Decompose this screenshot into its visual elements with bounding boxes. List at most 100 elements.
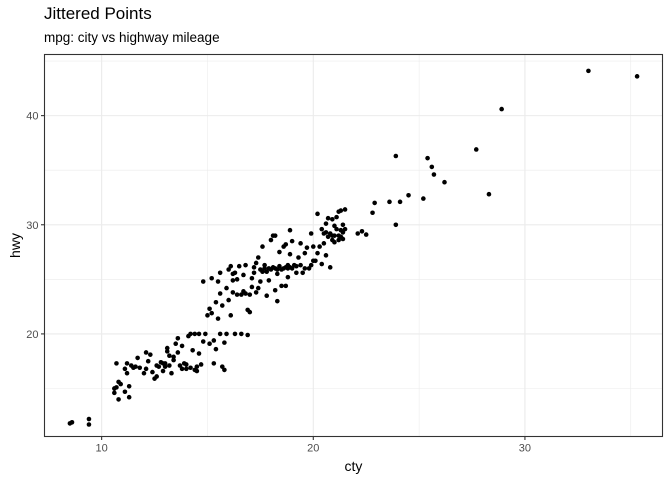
data-point (200, 279, 206, 284)
data-point (279, 283, 284, 289)
data-point (306, 266, 312, 271)
data-point (241, 272, 246, 278)
data-point (260, 269, 265, 274)
data-point (421, 196, 426, 201)
data-point (255, 285, 261, 291)
y-axis-title: hwy (7, 233, 23, 258)
data-point (145, 358, 151, 364)
data-point (141, 370, 147, 376)
data-point (249, 284, 255, 290)
x-tick-label: 30 (519, 443, 531, 455)
data-point (160, 368, 166, 374)
data-point (213, 346, 219, 352)
data-point (247, 309, 253, 315)
data-point (245, 332, 250, 338)
data-point (393, 222, 399, 228)
data-point (315, 250, 320, 256)
data-point (228, 313, 234, 318)
data-point (232, 331, 238, 337)
data-point (205, 313, 210, 318)
data-point (194, 368, 200, 374)
data-point (285, 262, 291, 268)
data-point (277, 263, 282, 269)
data-point (215, 279, 221, 284)
data-point (243, 262, 248, 268)
data-point (194, 364, 200, 369)
data-point (164, 345, 170, 351)
data-point (184, 366, 189, 372)
data-point (188, 365, 193, 371)
data-point (249, 275, 255, 281)
x-tick-label: 10 (96, 443, 108, 455)
data-point (137, 365, 143, 371)
data-point (336, 237, 341, 243)
data-point (215, 316, 221, 321)
data-point (154, 374, 159, 379)
data-point (122, 366, 128, 372)
data-point (315, 211, 320, 217)
data-point (258, 279, 263, 284)
data-point (272, 233, 278, 238)
data-point (135, 355, 140, 361)
data-point (283, 242, 289, 247)
data-points (67, 68, 640, 427)
data-point (118, 381, 123, 387)
data-point (198, 362, 204, 367)
data-point (325, 215, 331, 221)
data-point (277, 249, 282, 255)
x-tick-label: 20 (307, 443, 319, 455)
data-point (236, 263, 242, 269)
data-point (429, 164, 435, 170)
data-point (340, 222, 346, 228)
data-point (239, 292, 244, 297)
data-point (264, 269, 270, 274)
data-point (167, 363, 172, 368)
data-point (251, 270, 257, 276)
data-point (340, 236, 346, 242)
data-point (126, 394, 132, 400)
data-point (300, 270, 306, 276)
data-point (499, 106, 504, 112)
data-point (234, 292, 240, 297)
data-point (304, 245, 310, 250)
data-point (196, 351, 202, 356)
data-point (431, 172, 437, 177)
y-tick-label: 40 (26, 111, 38, 123)
data-point (308, 231, 314, 236)
data-point (207, 306, 212, 312)
data-point (393, 153, 399, 159)
data-point (143, 350, 149, 355)
data-point (425, 155, 430, 161)
data-point (334, 226, 339, 232)
data-point (156, 364, 162, 369)
data-point (275, 271, 280, 277)
data-point (86, 416, 92, 422)
data-point (268, 237, 274, 243)
data-point (224, 285, 229, 291)
data-point (114, 361, 119, 366)
data-point (285, 274, 291, 280)
data-point (294, 270, 299, 276)
data-point (122, 389, 128, 395)
data-point (262, 266, 267, 271)
data-point (342, 226, 348, 232)
data-point (321, 241, 327, 246)
data-point (406, 192, 411, 198)
data-point (217, 270, 223, 276)
data-point (298, 262, 303, 268)
data-point (200, 339, 206, 344)
data-point (222, 367, 227, 373)
data-point (175, 350, 181, 355)
plot-panel-background (44, 54, 663, 437)
data-point (209, 310, 214, 316)
data-point (143, 366, 149, 372)
data-point (325, 234, 331, 240)
minor-gridlines (44, 54, 663, 437)
data-point (313, 258, 318, 264)
chart-title: Jittered Points (44, 4, 152, 23)
data-point (363, 232, 369, 237)
data-point (209, 275, 214, 281)
data-point (217, 331, 223, 337)
chart-subtitle: mpg: city vs highway mileage (44, 30, 220, 45)
